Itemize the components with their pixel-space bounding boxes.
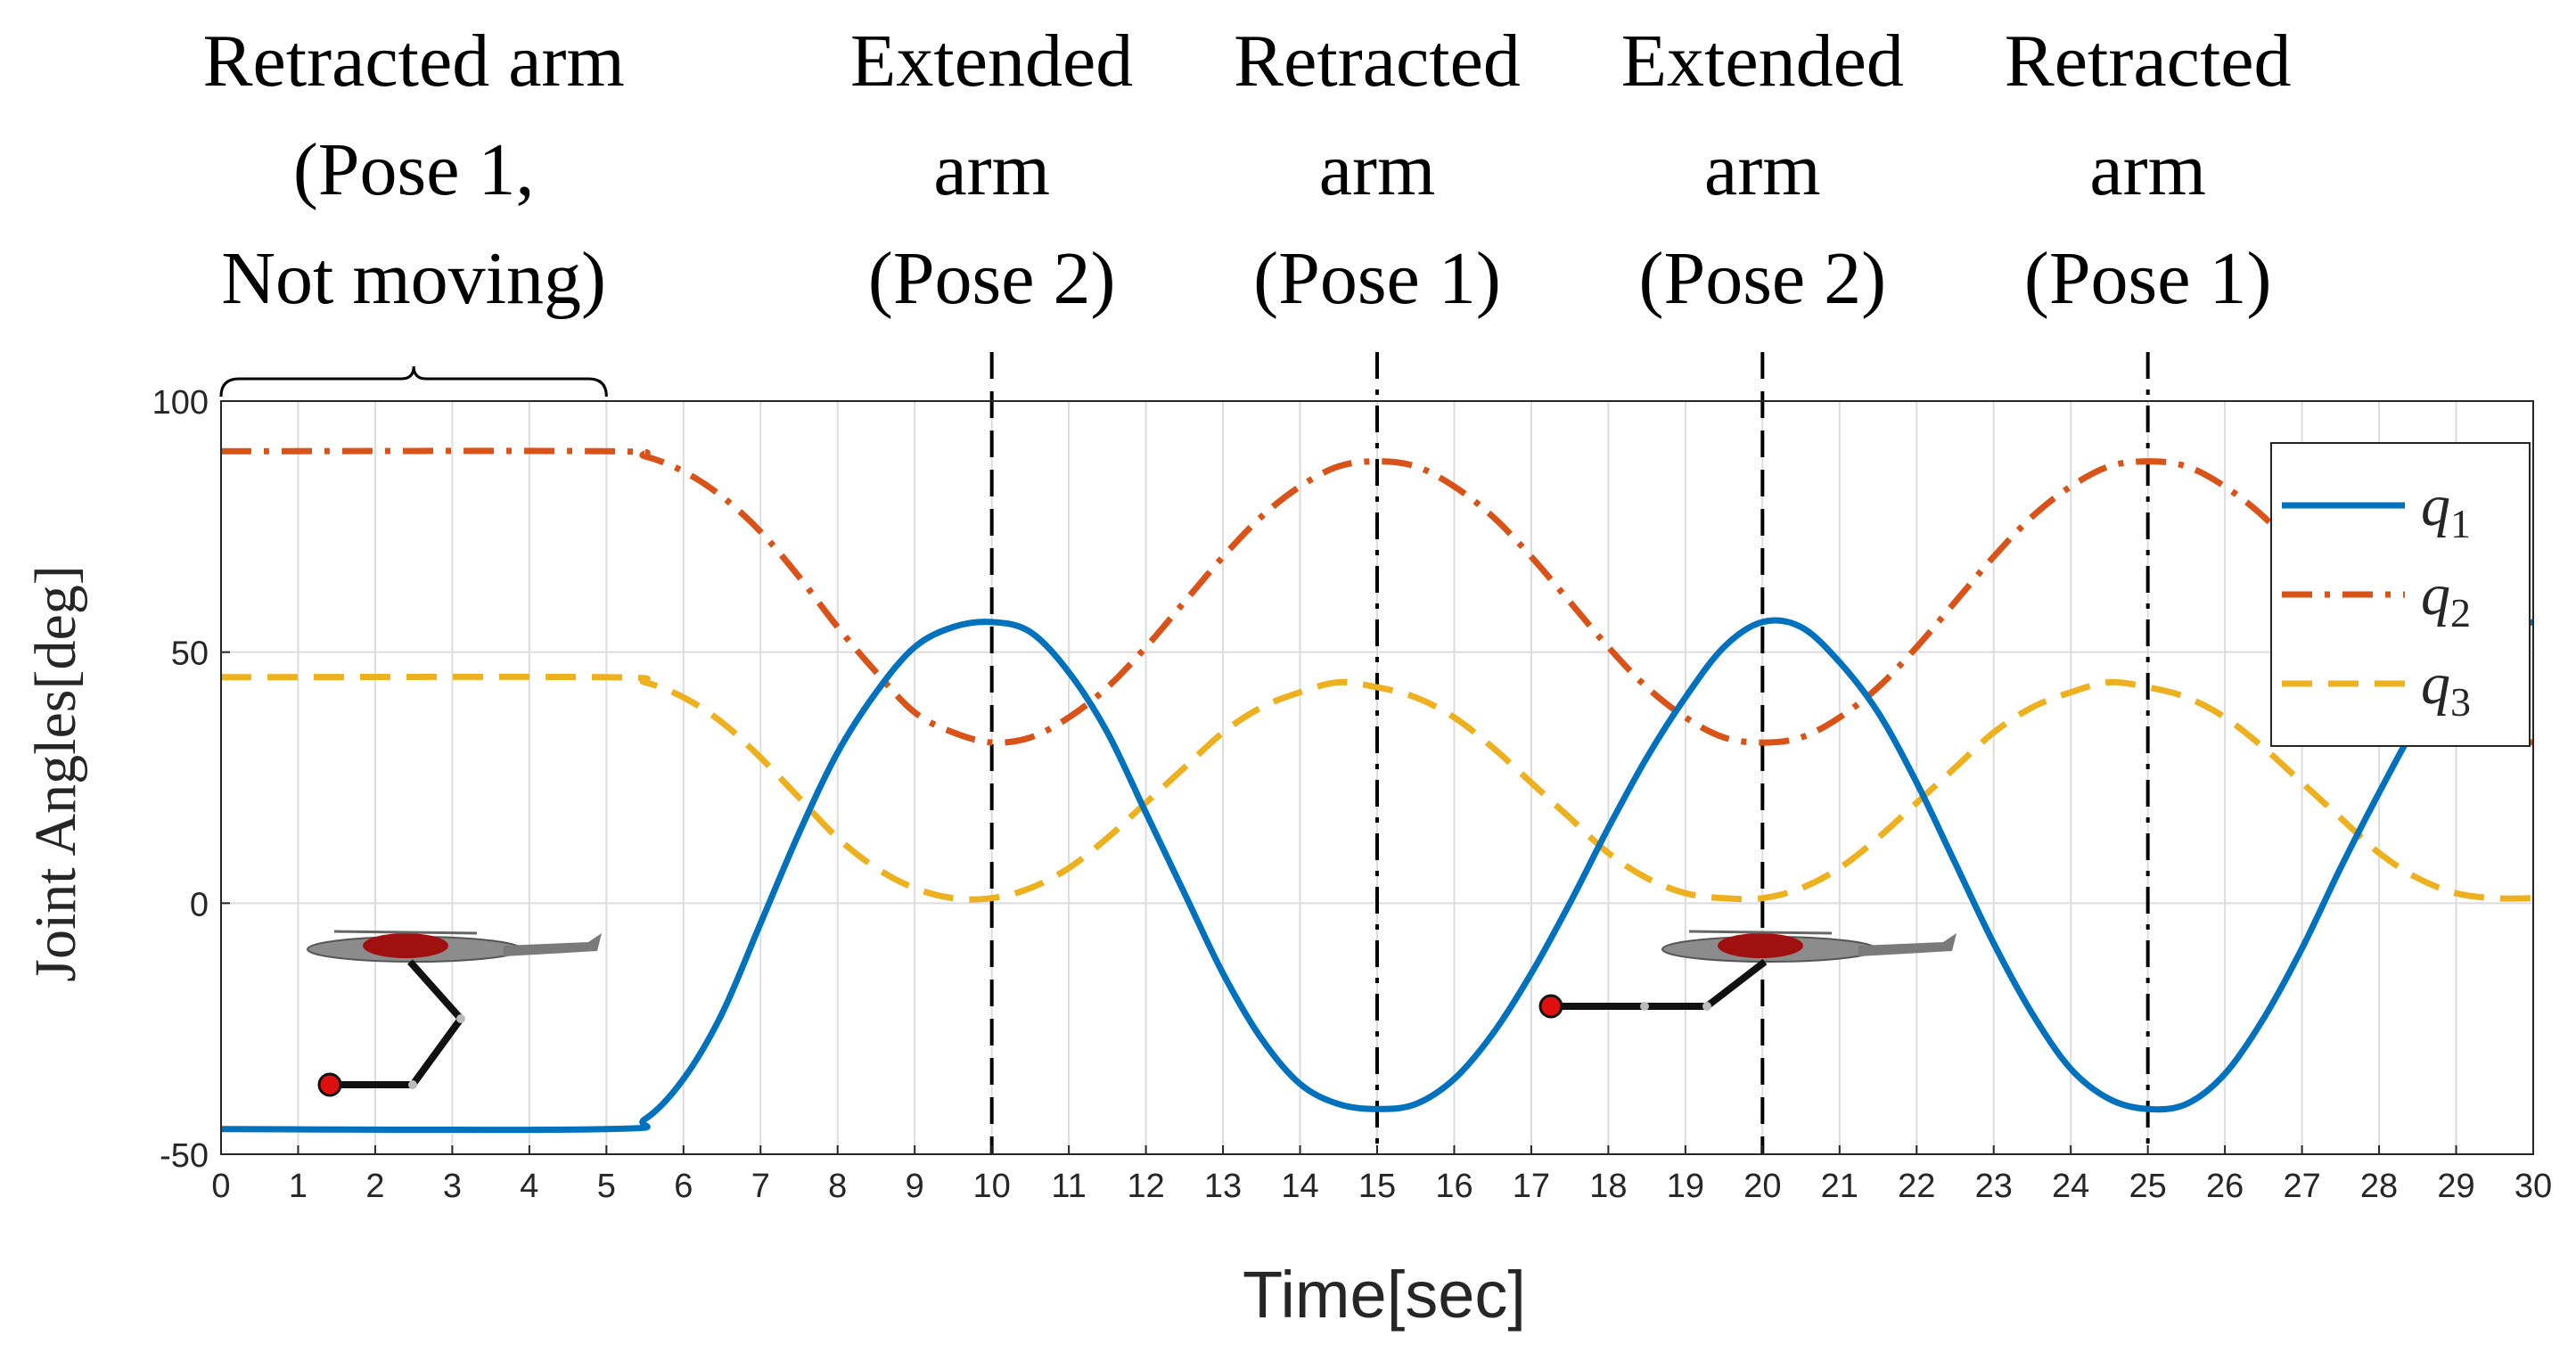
x-tick-label: 12 xyxy=(1127,1168,1164,1205)
annotation-text: Not moving) xyxy=(221,237,606,320)
x-tick-label: 18 xyxy=(1589,1168,1627,1205)
annotation-text: arm xyxy=(1704,128,1821,211)
x-tick-label: 20 xyxy=(1743,1168,1781,1205)
x-tick-label: 5 xyxy=(597,1168,616,1205)
annotation-text: (Pose 2) xyxy=(1639,237,1887,320)
arm-joint xyxy=(1702,1002,1711,1011)
x-tick-label: 29 xyxy=(2437,1168,2474,1205)
drone-insets xyxy=(307,930,1957,1097)
x-tick-label: 11 xyxy=(1051,1168,1086,1205)
drone-rotor xyxy=(333,930,478,935)
arm-joint xyxy=(1640,1002,1649,1011)
x-tick-label: 4 xyxy=(520,1168,538,1205)
annotation-text: Retracted arm xyxy=(202,20,624,102)
legend-label-subscript: 3 xyxy=(2450,679,2471,725)
legend-label-base: q xyxy=(2421,652,2450,717)
x-tick-label: 0 xyxy=(211,1168,230,1205)
x-axis-label: Time[sec] xyxy=(1243,1258,1526,1332)
annotation-text: Retracted xyxy=(1234,20,1521,102)
x-tick-label: 3 xyxy=(443,1168,462,1205)
series-line-q1 xyxy=(220,617,2534,1134)
drone-rotor xyxy=(1688,930,1833,935)
end-effector xyxy=(1538,994,1563,1019)
x-tick-label: 15 xyxy=(1358,1168,1396,1205)
manipulator-arm xyxy=(330,959,464,1088)
extended-arm-drone-inset xyxy=(1538,930,1957,1019)
x-tick-label: 24 xyxy=(2052,1168,2089,1205)
y-tick-label: 0 xyxy=(190,886,209,923)
x-tick-label: 21 xyxy=(1821,1168,1858,1205)
pose-annotations: Retracted arm (Pose 1, Not moving) Extended… xyxy=(202,20,2292,398)
legend-label-subscript: 1 xyxy=(2450,501,2471,546)
annotation-text: (Pose 1) xyxy=(1253,237,1501,320)
pose-marker-lines xyxy=(989,352,2150,1154)
x-tick-label: 27 xyxy=(2283,1168,2320,1205)
x-tick-label: 19 xyxy=(1667,1168,1704,1205)
legend-label-base: q xyxy=(2421,473,2450,538)
x-tick-label: 1 xyxy=(289,1168,308,1205)
end-effector xyxy=(317,1072,342,1097)
drone-tail xyxy=(504,933,602,956)
x-tick-label: 14 xyxy=(1281,1168,1318,1205)
x-tick-label: 16 xyxy=(1435,1168,1473,1205)
legend-label-q2: q2 xyxy=(2421,562,2471,636)
x-tick-label: 7 xyxy=(751,1168,770,1205)
x-tick-label: 6 xyxy=(674,1168,693,1205)
annotation-text: arm xyxy=(1319,128,1436,211)
x-tick-label: 25 xyxy=(2129,1168,2167,1205)
retracted-arm-drone-inset xyxy=(307,930,602,1097)
drone-body-red xyxy=(1718,933,1803,958)
x-tick-label: 13 xyxy=(1204,1168,1242,1205)
legend-label-base: q xyxy=(2421,562,2450,627)
axis-ticks: 0 1 2 3 4 5 6 7 8 9 10 11 12 13 14 15 16 17 18 19 20 21 22 23 24… xyxy=(152,384,2553,1205)
annotation-text: Retracted xyxy=(2005,20,2292,102)
annotation-text: Extended xyxy=(850,20,1133,102)
x-tick-label: 22 xyxy=(1898,1168,1935,1205)
annotation-text: arm xyxy=(2089,128,2206,211)
y-axis-label: Joint Angles[deg] xyxy=(23,565,88,981)
annotation-text: (Pose 1, xyxy=(293,128,535,211)
drone-body-red xyxy=(363,933,448,958)
annotation-text: arm xyxy=(933,128,1050,211)
x-tick-label: 8 xyxy=(828,1168,847,1205)
series-lines xyxy=(220,447,2534,1134)
x-tick-label: 10 xyxy=(973,1168,1011,1205)
legend-label-q1: q1 xyxy=(2421,473,2471,546)
annotation-text: (Pose 1) xyxy=(2024,237,2272,320)
arm-joint xyxy=(408,1080,417,1089)
annotation-brace xyxy=(219,365,608,398)
x-tick-label: 23 xyxy=(1975,1168,2013,1205)
x-tick-label: 30 xyxy=(2514,1168,2552,1205)
annotation-text: Extended xyxy=(1621,20,1904,102)
x-tick-label: 17 xyxy=(1513,1168,1550,1205)
x-tick-label: 28 xyxy=(2360,1168,2398,1205)
x-tick-label: 26 xyxy=(2206,1168,2244,1205)
y-tick-label: 100 xyxy=(152,384,209,422)
y-tick-label: 50 xyxy=(171,636,209,673)
legend-box xyxy=(2270,442,2531,747)
y-tick-label: -50 xyxy=(160,1137,209,1175)
legend-label-q3: q3 xyxy=(2421,652,2471,725)
legend-label-subscript: 2 xyxy=(2450,590,2471,636)
x-tick-label: 2 xyxy=(365,1168,384,1205)
arm-joint xyxy=(456,1014,465,1023)
drone-tail xyxy=(1858,933,1957,956)
x-tick-label: 9 xyxy=(906,1168,924,1205)
annotation-text: (Pose 2) xyxy=(868,237,1116,320)
series-line-q2 xyxy=(220,447,2534,746)
manipulator-arm xyxy=(1551,958,1768,1010)
